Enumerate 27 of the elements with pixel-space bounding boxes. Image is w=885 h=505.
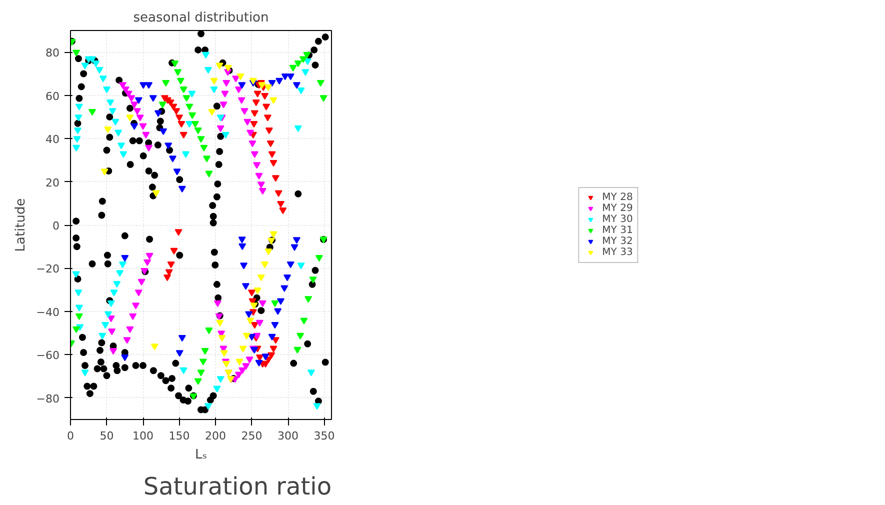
legend-label: MY 30 <box>602 214 633 224</box>
y-tick-label: 60 <box>46 90 60 103</box>
x-tick-label: 150 <box>168 430 190 442</box>
x-tick-label: 0 <box>67 430 74 442</box>
y-tick-label: 40 <box>46 133 60 146</box>
y-tick-label: −20 <box>36 262 60 276</box>
y-tick-label: 80 <box>46 46 60 60</box>
y-tick-label: −60 <box>36 349 60 362</box>
y-tick-label: −40 <box>36 306 60 319</box>
y-tick-label: 0 <box>52 220 60 232</box>
x-tick-label: 300 <box>278 430 298 442</box>
x-tick-label: 250 <box>241 430 262 442</box>
x-axis-title: Lₛ <box>194 448 208 462</box>
y-tick-label: −80 <box>36 392 60 406</box>
text: Saturation ratio <box>143 472 332 500</box>
x-tick-label: 350 <box>314 430 335 442</box>
y-tick-label: 20 <box>46 176 60 190</box>
x-tick-label: 100 <box>132 430 154 442</box>
y-axis-title: Latitude <box>13 198 28 252</box>
legend-label: MY 28 <box>602 192 633 202</box>
legend-label: MY 32 <box>602 236 633 246</box>
legend-label: MY 33 <box>602 246 633 258</box>
chart-title: seasonal distribution <box>133 10 269 26</box>
x-tick-label: 200 <box>205 430 226 442</box>
legend-label: MY 29 <box>602 202 633 214</box>
x-tick-label: 50 <box>100 430 114 442</box>
legend-label: MY 31 <box>602 224 633 236</box>
